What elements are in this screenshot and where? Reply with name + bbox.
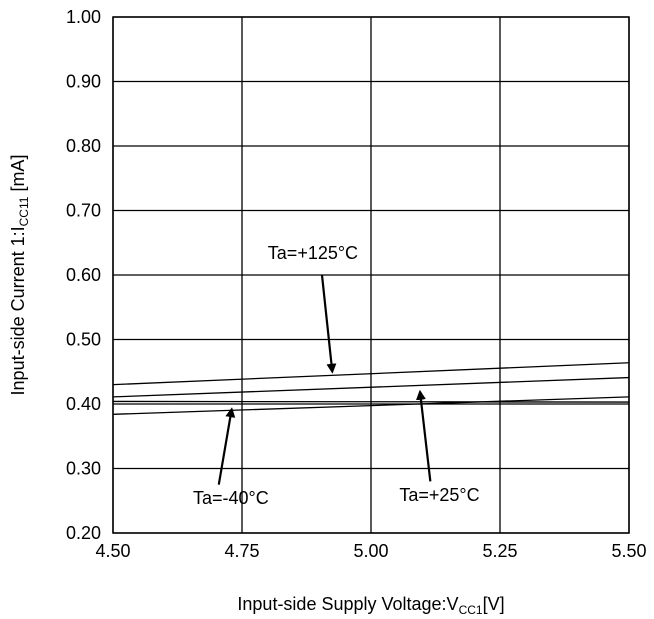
grid-lines (112, 16, 630, 534)
y-tick-label: 1.00 (66, 7, 101, 27)
x-tick-labels: 4.50 4.75 5.00 5.25 5.50 (95, 541, 646, 561)
x-tick-label: 5.00 (353, 541, 388, 561)
x-tick-label: 4.50 (95, 541, 130, 561)
annotations: Ta=+125°C Ta=-40°C Ta=+25°C (193, 243, 480, 508)
x-axis-title-main: Input-side Supply Voltage:V (237, 594, 458, 614)
y-axis-title-suffix: [mA] (8, 155, 28, 197)
series-line-1 (112, 376, 630, 398)
annotation-label-2: Ta=+25°C (399, 485, 479, 505)
y-axis-title: Input-side Current 1:ICC11 [mA] (8, 155, 31, 396)
series-line-2 (112, 400, 630, 403)
y-tick-label: 0.50 (66, 330, 101, 350)
annotation-arrow-1 (217, 407, 236, 485)
annotation-arrow-0 (320, 274, 337, 374)
x-axis-title-suffix: [V] (483, 594, 505, 614)
annotation-label-0: Ta=+125°C (268, 243, 358, 263)
y-tick-label: 0.40 (66, 394, 101, 414)
series-lines (112, 362, 630, 415)
y-tick-labels: 0.20 0.30 0.40 0.50 0.60 0.70 0.80 0.90 1.00 (66, 7, 101, 543)
annotation-arrow-2 (415, 389, 432, 482)
series-line-0 (112, 362, 630, 386)
y-tick-label: 0.90 (66, 72, 101, 92)
x-axis-title: Input-side Supply Voltage:VCC1[V] (237, 594, 504, 617)
series-line-3 (112, 396, 630, 415)
y-tick-label: 0.80 (66, 136, 101, 156)
y-tick-label: 0.70 (66, 201, 101, 221)
y-axis-title-subscript: CC11 (17, 196, 31, 226)
y-axis-title-main: Input-side Current 1:I (8, 226, 28, 395)
x-tick-label: 5.50 (611, 541, 646, 561)
y-tick-label: 0.20 (66, 523, 101, 543)
plot-frame (112, 16, 630, 534)
x-tick-label: 5.25 (482, 541, 517, 561)
x-tick-label: 4.75 (224, 541, 259, 561)
y-tick-label: 0.30 (66, 459, 101, 479)
annotation-label-1: Ta=-40°C (193, 488, 269, 508)
y-tick-label: 0.60 (66, 265, 101, 285)
x-axis-title-subscript: CC1 (459, 603, 483, 617)
